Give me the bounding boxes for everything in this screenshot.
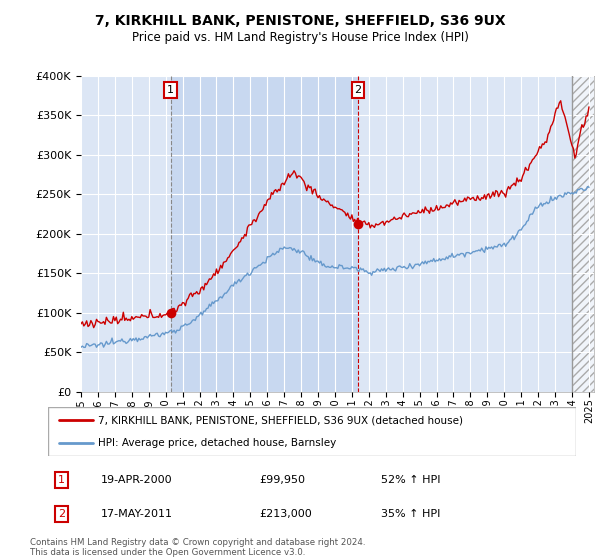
Text: £99,950: £99,950 [259,475,305,484]
Text: £213,000: £213,000 [259,510,312,519]
Text: Price paid vs. HM Land Registry's House Price Index (HPI): Price paid vs. HM Land Registry's House … [131,31,469,44]
Text: HPI: Average price, detached house, Barnsley: HPI: Average price, detached house, Barn… [98,438,337,448]
Text: 2: 2 [355,85,362,95]
Text: 1: 1 [167,85,174,95]
FancyBboxPatch shape [48,407,576,456]
Text: Contains HM Land Registry data © Crown copyright and database right 2024.
This d: Contains HM Land Registry data © Crown c… [30,538,365,557]
Text: 2: 2 [58,510,65,519]
Text: 7, KIRKHILL BANK, PENISTONE, SHEFFIELD, S36 9UX (detached house): 7, KIRKHILL BANK, PENISTONE, SHEFFIELD, … [98,416,463,426]
Text: 1: 1 [58,475,65,484]
Text: 52% ↑ HPI: 52% ↑ HPI [380,475,440,484]
Text: 17-MAY-2011: 17-MAY-2011 [101,510,173,519]
Text: 19-APR-2000: 19-APR-2000 [101,475,172,484]
Text: 35% ↑ HPI: 35% ↑ HPI [380,510,440,519]
Bar [572,76,600,392]
Bar [572,76,600,392]
Text: 7, KIRKHILL BANK, PENISTONE, SHEFFIELD, S36 9UX: 7, KIRKHILL BANK, PENISTONE, SHEFFIELD, … [95,14,505,28]
Bar [170,76,358,392]
